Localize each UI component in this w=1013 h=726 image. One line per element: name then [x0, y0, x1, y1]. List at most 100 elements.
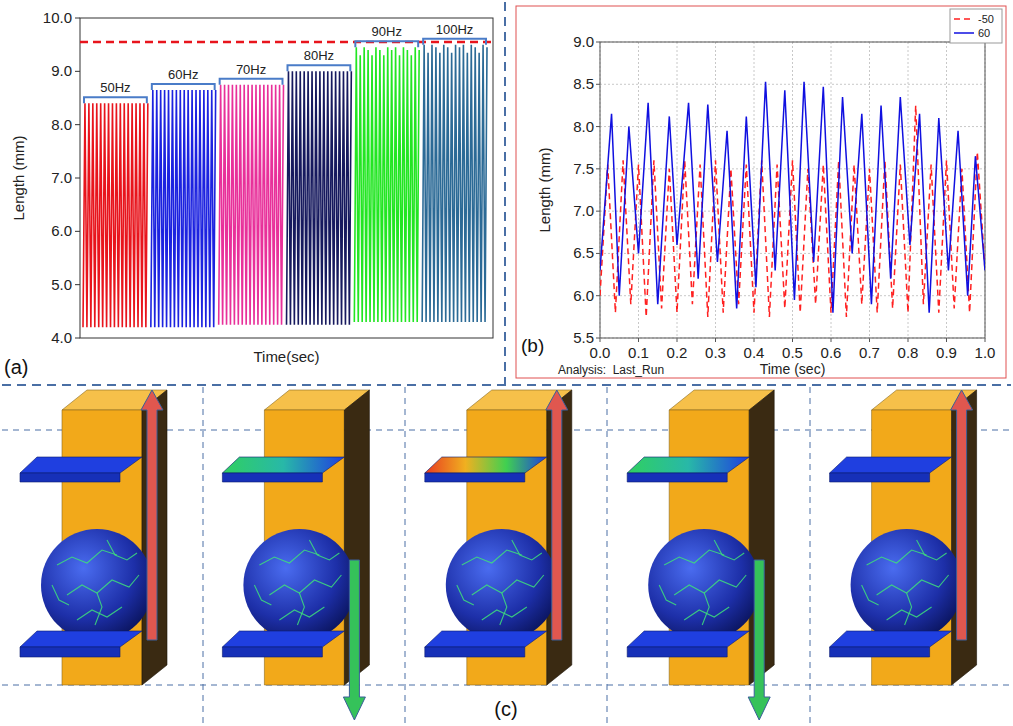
x-tick: [908, 338, 909, 342]
bracket: [220, 79, 283, 85]
x-tick-label: 0.0: [590, 344, 611, 361]
separator: [607, 387, 608, 724]
plot-area: [600, 82, 985, 317]
upper-plate-top: [627, 457, 749, 473]
y-tick-label: 6.5: [573, 244, 594, 261]
figure: 4.05.06.07.08.09.010.0Length (mm)Time(se…: [0, 0, 1013, 726]
x-tick-label: 1.0: [975, 344, 996, 361]
sphere: [243, 529, 355, 641]
y-tick: [596, 168, 600, 169]
series-line: [219, 85, 284, 325]
grid-line: [908, 42, 909, 338]
series-line: [287, 71, 352, 324]
back-plate-side: [142, 390, 167, 685]
lower-plate-top: [20, 631, 142, 647]
segment-label: 50Hz: [100, 80, 130, 95]
sphere-texture: [309, 540, 339, 560]
x-tick-label: 0.4: [744, 344, 765, 361]
lower-plate-top: [627, 631, 749, 647]
upper-plate-top: [20, 457, 142, 473]
sphere-texture: [462, 550, 522, 565]
lower-plate-front: [222, 647, 322, 657]
sphere-texture: [457, 585, 474, 605]
y-tick-label: 9.0: [573, 33, 594, 50]
y-tick: [75, 284, 80, 285]
x-tick: [600, 338, 601, 342]
grid-line: [600, 126, 985, 127]
label-ground: [95, 80, 135, 94]
series-line: [600, 82, 985, 313]
sphere-texture: [472, 575, 544, 595]
y-axis-title: Length (mm): [10, 135, 27, 220]
label-ground: [367, 24, 407, 38]
x-tick: [638, 338, 639, 342]
series-line: [151, 90, 216, 327]
sphere: [648, 529, 760, 641]
panel-label: (c): [494, 698, 517, 720]
x-tick-label: 0.6: [821, 344, 842, 361]
brackets: 50Hz60Hz70Hz80Hz90Hz100Hz: [84, 22, 486, 104]
y-tick: [596, 42, 600, 43]
grid-line: [638, 42, 639, 338]
x-tick-label: 0.7: [859, 344, 880, 361]
arrow: [748, 560, 770, 720]
separator: [405, 387, 406, 724]
lower-plate-front: [20, 647, 120, 657]
y-tick-label: 7.0: [573, 202, 594, 219]
page: {"chart_data": [ {"type": "line", "panel…: [0, 0, 1013, 726]
legend: -5060: [950, 9, 1002, 43]
sphere-texture: [52, 585, 69, 605]
upper-plate-top: [830, 457, 952, 473]
bracket: [84, 97, 147, 103]
sphere-texture: [659, 585, 676, 605]
y-tick-label: 5.0: [51, 276, 72, 293]
sphere-texture: [95, 593, 102, 625]
segment-label: 60Hz: [168, 67, 198, 82]
grid-line: [869, 42, 870, 338]
panel-label: (b): [521, 335, 544, 356]
upper-plate-top: [222, 457, 344, 473]
x-tick: [792, 338, 793, 342]
y-tick: [75, 18, 80, 19]
diagram-frame: [222, 390, 369, 720]
lower-plate-front: [830, 647, 930, 657]
y-tick: [75, 338, 80, 339]
x-axis-title: Time(sec): [253, 348, 319, 365]
lower-plate-top: [830, 631, 952, 647]
upper-plate-front: [627, 473, 727, 482]
upper-plate-front: [830, 473, 930, 482]
x-tick-label: 0.8: [898, 344, 919, 361]
lower-plate-front: [627, 647, 727, 657]
lower-plate-front: [425, 647, 525, 657]
lower-plate-top: [425, 631, 547, 647]
y-tick: [75, 71, 80, 72]
series-line: [83, 103, 148, 327]
series-line: [354, 47, 419, 322]
x-tick: [754, 338, 755, 342]
upper-plate-front: [20, 473, 120, 482]
back-plate-side: [547, 390, 572, 685]
y-tick: [75, 178, 80, 179]
sphere-texture: [905, 593, 912, 625]
y-tick: [596, 253, 600, 254]
upper-plate-front: [222, 473, 322, 482]
x-tick: [946, 338, 947, 342]
grid-line: [600, 84, 985, 85]
upper-plate-front: [425, 473, 525, 482]
sphere-texture: [867, 550, 927, 565]
diagram-frame: [20, 390, 167, 685]
grid-line: [792, 42, 793, 338]
arrow: [951, 390, 973, 640]
sphere-texture: [259, 550, 319, 565]
separator: [504, 2, 506, 385]
segment-label: 90Hz: [372, 24, 402, 39]
x-axis-title: Time (sec): [760, 361, 826, 377]
legend-label: -50: [978, 13, 994, 25]
separator: [203, 387, 204, 724]
sphere-texture: [107, 540, 137, 560]
sphere-texture: [877, 575, 949, 595]
sphere-texture: [702, 593, 709, 625]
sphere-texture: [67, 575, 139, 595]
y-axis-title: Length (mm): [536, 147, 553, 232]
y-tick-label: 6.0: [51, 222, 72, 239]
